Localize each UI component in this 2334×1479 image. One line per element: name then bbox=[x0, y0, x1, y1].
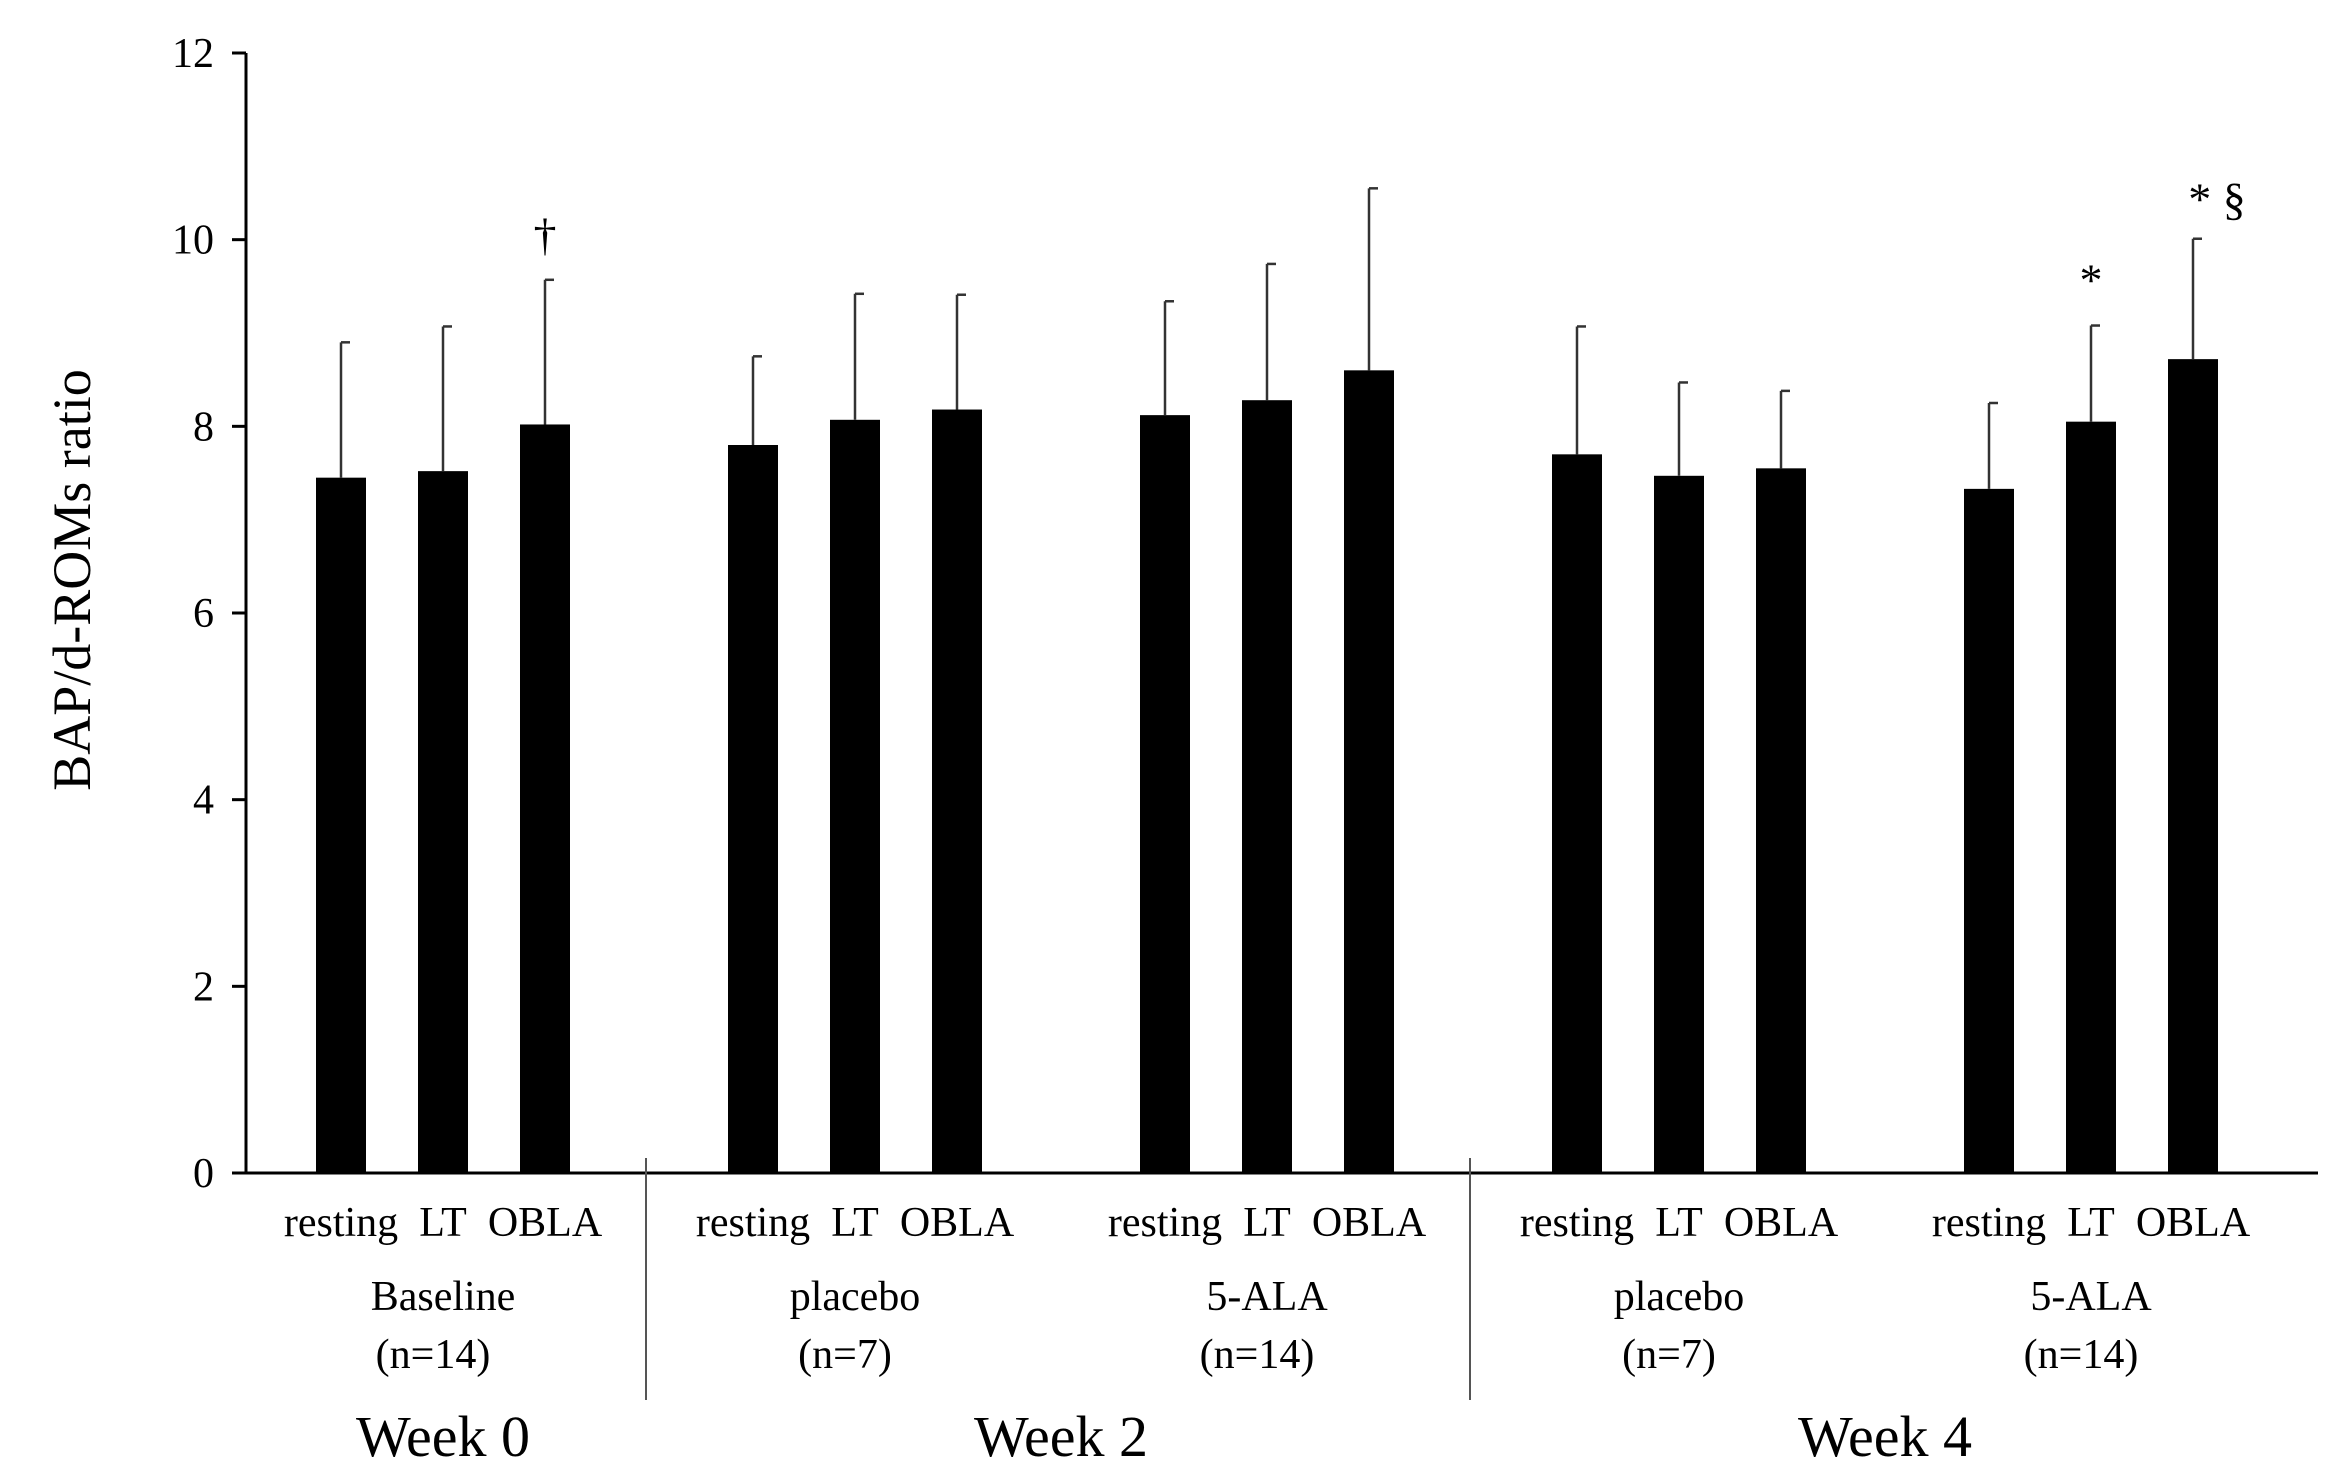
condition-label: LT bbox=[1243, 1200, 1290, 1246]
condition-label: resting bbox=[284, 1200, 398, 1246]
week-label: Week 2 bbox=[974, 1404, 1148, 1469]
significance-marker: * bbox=[2080, 255, 2103, 306]
bar bbox=[316, 477, 366, 1174]
group-name-label: 5-ALA bbox=[1206, 1274, 1328, 1320]
condition-label: resting bbox=[1932, 1200, 2046, 1246]
bar bbox=[2168, 359, 2218, 1174]
bar bbox=[1140, 415, 1190, 1174]
condition-label: LT bbox=[2067, 1200, 2114, 1246]
bar bbox=[830, 419, 880, 1173]
bar bbox=[932, 409, 982, 1173]
y-tick-label: 8 bbox=[193, 404, 214, 450]
condition-label: resting bbox=[696, 1200, 810, 1246]
error-bars bbox=[339, 187, 2202, 489]
y-tick-label: 2 bbox=[193, 964, 214, 1010]
condition-label: OBLA bbox=[1724, 1200, 1839, 1246]
condition-label: LT bbox=[1655, 1200, 1702, 1246]
group-n-label: (n=14) bbox=[1200, 1332, 1315, 1378]
group-name-label: Baseline bbox=[371, 1274, 516, 1320]
bar bbox=[1964, 488, 2014, 1173]
condition-label: OBLA bbox=[2136, 1200, 2251, 1246]
group-name-label: placebo bbox=[1614, 1274, 1745, 1320]
y-axis-ticks: 0 2 4 6 8 10 12 bbox=[172, 31, 246, 1197]
group-n-label: (n=14) bbox=[2024, 1332, 2139, 1378]
group-name-label: placebo bbox=[790, 1274, 921, 1320]
condition-label: LT bbox=[419, 1200, 466, 1246]
y-tick-label: 6 bbox=[193, 591, 214, 637]
bar bbox=[1756, 468, 1806, 1173]
week-label: Week 4 bbox=[1798, 1404, 1972, 1469]
condition-label: OBLA bbox=[900, 1200, 1015, 1246]
significance-marker: † bbox=[534, 209, 557, 260]
y-tick-label: 10 bbox=[172, 218, 214, 264]
bar bbox=[520, 424, 570, 1173]
x-axis-labels: resting LT OBLA Baseline (n=14) Week 0 resting… bbox=[284, 1200, 2251, 1469]
bar bbox=[728, 445, 778, 1173]
bar bbox=[1552, 454, 1602, 1173]
y-tick-label: 12 bbox=[172, 31, 214, 77]
bars bbox=[316, 359, 2218, 1174]
group-n-label: (n=14) bbox=[376, 1332, 491, 1378]
condition-label: OBLA bbox=[488, 1200, 603, 1246]
week-label: Week 0 bbox=[356, 1404, 530, 1469]
condition-label: resting bbox=[1108, 1200, 1222, 1246]
significance-marker: * § bbox=[2188, 174, 2246, 225]
group-name-label: 5-ALA bbox=[2030, 1274, 2152, 1320]
group-n-label: (n=7) bbox=[1622, 1332, 1716, 1378]
y-axis-title: BAP/d-ROMs ratio bbox=[42, 369, 102, 791]
condition-label: OBLA bbox=[1312, 1200, 1427, 1246]
bar bbox=[418, 471, 468, 1174]
significance-markers: † * * § bbox=[534, 174, 2246, 306]
y-tick-label: 4 bbox=[193, 778, 214, 824]
bar bbox=[2066, 421, 2116, 1174]
week-separators bbox=[645, 1158, 1471, 1400]
group-n-label: (n=7) bbox=[798, 1332, 892, 1378]
condition-label: resting bbox=[1520, 1200, 1634, 1246]
axes bbox=[244, 53, 2318, 1175]
y-tick-label: 0 bbox=[193, 1151, 214, 1197]
bar bbox=[1344, 370, 1394, 1173]
bar bbox=[1654, 475, 1704, 1173]
condition-label: LT bbox=[831, 1200, 878, 1246]
bar bbox=[1242, 400, 1292, 1173]
